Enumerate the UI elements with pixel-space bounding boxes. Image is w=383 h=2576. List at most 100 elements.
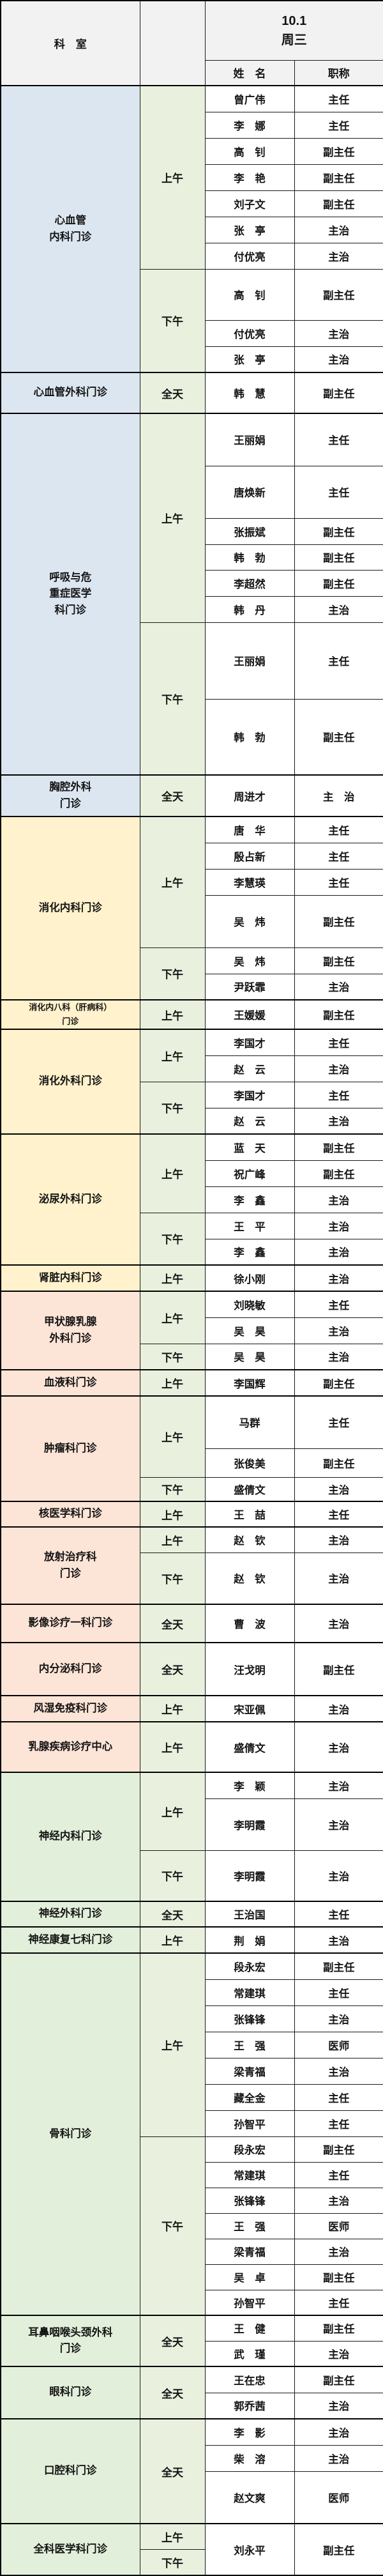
dept-cell: 放射治疗科门诊 (1, 1527, 140, 1604)
doctor-title-cell: 副主任 (294, 2524, 383, 2575)
dept-line: 肾脏内科门诊 (1, 1270, 140, 1287)
dept-header-cell: 科 室 (1, 1, 140, 86)
doctor-name-cell: 郭乔茜 (205, 2393, 294, 2419)
doctor-title-cell: 主任 (294, 1396, 383, 1448)
doctor-name-cell: 盛倩文 (205, 1477, 294, 1501)
doctor-title-cell: 主治 (294, 2188, 383, 2213)
doctor-name-cell: 孙智平 (205, 2290, 294, 2315)
doctor-title-cell: 主治 (294, 1055, 383, 1082)
table-row: 胸腔外科门诊全天周进才主 治 (1, 775, 383, 816)
doctor-name-cell: 李 娜 (205, 112, 294, 138)
doctor-name-cell: 段永宏 (205, 2136, 294, 2162)
doctor-name-cell: 藏全金 (205, 2084, 294, 2110)
dept-line: 耳鼻咽喉头颈外科 (1, 2325, 140, 2342)
doctor-name-cell: 李国才 (205, 1082, 294, 1108)
doctor-name-cell: 赵 云 (205, 1055, 294, 1082)
doctor-name-cell: 祝广峰 (205, 1160, 294, 1186)
doctor-name-cell: 张锋锋 (205, 2005, 294, 2032)
table-row: 泌尿外科门诊上午蓝 天副主任 (1, 1134, 383, 1160)
doctor-name-cell: 付优亮 (205, 320, 294, 346)
doctor-name-cell: 段永宏 (205, 1953, 294, 1979)
time-cell: 下午 (140, 1477, 205, 1501)
doctor-name-cell: 刘永平 (205, 2524, 294, 2575)
time-cell: 下午 (140, 1344, 205, 1370)
time-cell: 上午 (140, 1029, 205, 1082)
doctor-name-cell: 尹跃霏 (205, 974, 294, 1000)
doctor-name-cell: 韩 勃 (205, 699, 294, 775)
doctor-name-cell: 李国才 (205, 1029, 294, 1055)
doctor-title-cell: 副主任 (294, 269, 383, 320)
doctor-title-cell: 主任 (294, 843, 383, 869)
table-row: 消化内科门诊上午唐 华主任 (1, 816, 383, 843)
dept-cell: 风湿免疫科门诊 (1, 1696, 140, 1722)
time-cell: 下午 (140, 947, 205, 1000)
doctor-name-cell: 吴 炜 (205, 895, 294, 947)
doctor-title-cell: 副主任 (294, 518, 383, 544)
dept-cell: 口腔科门诊 (1, 2419, 140, 2524)
dept-cell: 神经内科门诊 (1, 1772, 140, 1901)
doctor-title-cell: 主任 (294, 2162, 383, 2188)
schedule-body: 心血管内科门诊上午曾广伟主任李 娜主任高 钊副主任李 艳副主任刘子文副主任张 亭… (1, 86, 383, 2575)
time-cell: 上午 (140, 86, 205, 269)
dept-line: 神经康复七科门诊 (1, 1932, 140, 1949)
doctor-title-cell: 主治 (294, 2393, 383, 2419)
doctor-name-cell: 韩 慧 (205, 372, 294, 413)
doctor-title-cell: 主治 (294, 2005, 383, 2032)
doctor-title-cell: 主治 (294, 1186, 383, 1213)
doctor-name-cell: 徐小刚 (205, 1265, 294, 1291)
table-row: 消化内八科（肝病科）门诊上午王媛媛副主任 (1, 1000, 383, 1029)
doctor-name-cell: 李 艳 (205, 164, 294, 190)
doctor-name-cell: 王 健 (205, 2315, 294, 2341)
dept-line: 科门诊 (1, 602, 140, 619)
doctor-title-cell: 主任 (294, 2110, 383, 2136)
doctor-name-cell: 李慧瑛 (205, 869, 294, 895)
dept-line: 消化内科门诊 (1, 900, 140, 917)
time-cell: 全天 (140, 2419, 205, 2524)
doctor-title-cell: 副主任 (294, 164, 383, 190)
doctor-title-cell: 主任 (294, 413, 383, 466)
doctor-title-cell: 主任 (294, 1901, 383, 1927)
doctor-title-cell: 主治 (294, 1798, 383, 1850)
doctor-name-cell: 马群 (205, 1396, 294, 1448)
table-row: 神经外科门诊全天王治国主任 (1, 1901, 383, 1927)
time-cell: 上午 (140, 1396, 205, 1477)
dept-cell: 消化内八科（肝病科）门诊 (1, 1000, 140, 1029)
doctor-title-cell: 主治 (294, 2058, 383, 2084)
table-row: 耳鼻咽喉头颈外科门诊全天王 健副主任 (1, 2315, 383, 2341)
time-cell: 上午 (140, 1927, 205, 1953)
doctor-name-cell: 张俊美 (205, 1448, 294, 1477)
time-cell: 上午 (140, 1527, 205, 1552)
doctor-title-cell: 主治 (294, 1239, 383, 1265)
time-cell: 全天 (140, 775, 205, 816)
dept-line: 消化外科门诊 (1, 1073, 140, 1090)
time-cell: 全天 (140, 2366, 205, 2419)
doctor-name-cell: 刘子文 (205, 190, 294, 217)
doctor-title-cell: 主任 (294, 466, 383, 518)
time-cell: 全天 (140, 2315, 205, 2366)
time-cell: 上午 (140, 1722, 205, 1772)
dept-line: 血液科门诊 (1, 1375, 140, 1392)
dept-line: 门诊 (1, 2341, 140, 2358)
doctor-title-cell: 主治 (294, 1604, 383, 1643)
name-header-cell: 姓 名 (205, 60, 294, 86)
dept-line: 核医学科门诊 (1, 1506, 140, 1522)
doctor-name-cell: 赵 云 (205, 1108, 294, 1134)
doctor-name-cell: 盛倩文 (205, 1722, 294, 1772)
doctor-title-cell: 副主任 (294, 2264, 383, 2290)
dept-cell: 乳腺疾病诊疗中心 (1, 1722, 140, 1772)
dept-cell: 消化外科门诊 (1, 1029, 140, 1134)
doctor-name-cell: 蓝 天 (205, 1134, 294, 1160)
dept-line: 眼科门诊 (1, 2384, 140, 2401)
dept-cell: 核医学科门诊 (1, 1501, 140, 1527)
doctor-name-cell: 曾广伟 (205, 86, 294, 112)
doctor-title-cell: 主任 (294, 2290, 383, 2315)
dept-line: 神经外科门诊 (1, 1906, 140, 1922)
doctor-name-cell: 李 鑫 (205, 1186, 294, 1213)
time-cell: 上午 (140, 816, 205, 947)
doctor-name-cell: 李 颖 (205, 1772, 294, 1798)
doctor-title-cell: 主治 (294, 2445, 383, 2471)
doctor-title-cell: 副主任 (294, 1370, 383, 1396)
doctor-title-cell: 副主任 (294, 1953, 383, 1979)
time-cell: 上午 (140, 1953, 205, 2136)
doctor-name-cell: 李明霞 (205, 1850, 294, 1901)
